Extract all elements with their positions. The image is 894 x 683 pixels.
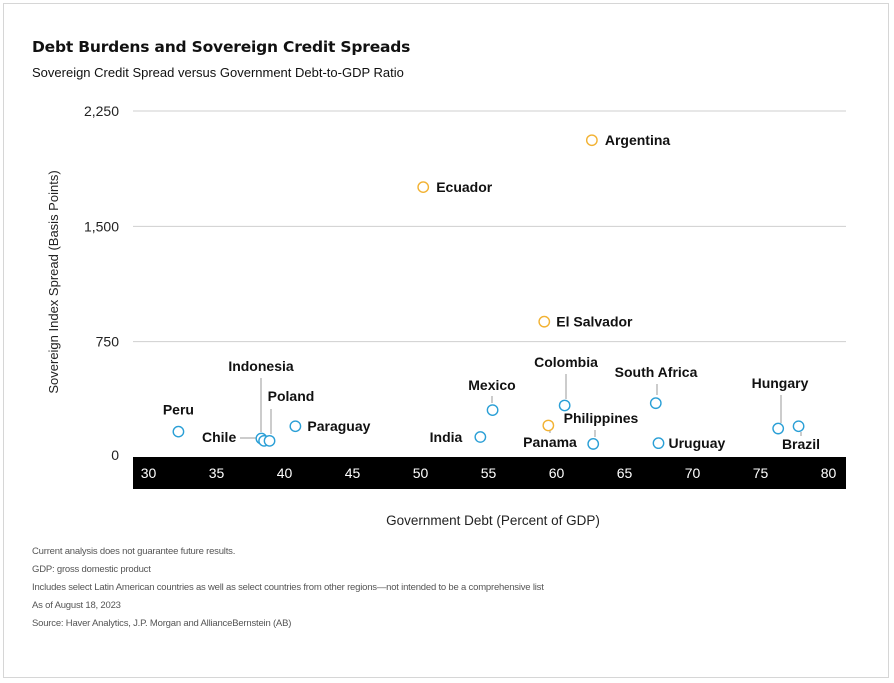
x-axis-band-bg (133, 457, 846, 489)
point-paraguay (289, 420, 302, 433)
x-tick-label: 40 (277, 465, 293, 481)
data-points (172, 134, 805, 450)
y-tick-label: 0 (111, 447, 119, 463)
label-chile: Chile (202, 429, 236, 445)
chart-frame (3, 3, 889, 678)
x-tick-label: 35 (209, 465, 225, 481)
point-poland (263, 434, 276, 447)
x-tick-label: 70 (685, 465, 701, 481)
label-paraguay: Paraguay (307, 418, 370, 434)
label-south-africa: South Africa (615, 364, 698, 380)
point-mexico (486, 404, 499, 416)
x-tick-label: 30 (141, 465, 157, 481)
footnote-source: Source: Haver Analytics, J.P. Morgan and… (32, 618, 292, 629)
y-tick-label: 1,500 (84, 218, 119, 234)
point-hungary (772, 422, 785, 435)
label-argentina: Argentina (605, 132, 671, 148)
x-tick-label: 45 (345, 465, 361, 481)
label-el-salvador: El Salvador (556, 314, 633, 330)
label-hungary: Hungary (752, 375, 809, 391)
chart-subtitle: Sovereign Credit Spread versus Governmen… (32, 65, 404, 80)
point-brazil (792, 420, 805, 433)
leader-lines (240, 374, 802, 439)
x-tick-label: 50 (413, 465, 429, 481)
point-argentina (585, 134, 598, 147)
footnote-scope: Includes select Latin American countries… (32, 582, 544, 593)
x-axis-band: 30 35 40 45 50 55 60 65 70 75 80 (133, 457, 846, 489)
label-peru: Peru (163, 402, 194, 418)
footnote-gdp: GDP: gross domestic product (32, 564, 151, 575)
x-axis-label: Government Debt (Percent of GDP) (386, 513, 600, 528)
label-philippines: Philippines (564, 410, 639, 426)
point-colombia (558, 399, 571, 412)
label-mexico: Mexico (468, 377, 515, 393)
y-tick-label: 2,250 (84, 103, 119, 119)
footnote-date: As of August 18, 2023 (32, 600, 121, 611)
footnotes: Current analysis does not guarantee futu… (32, 546, 544, 636)
label-brazil: Brazil (782, 436, 820, 452)
point-el-salvador (538, 315, 551, 328)
point-philippines (587, 438, 600, 450)
y-tick-labels: 0 750 1,500 2,250 (84, 103, 119, 463)
chart-title: Debt Burdens and Sovereign Credit Spread… (32, 38, 411, 56)
label-poland: Poland (268, 388, 315, 404)
label-ecuador: Ecuador (436, 179, 493, 195)
x-tick-label: 65 (617, 465, 633, 481)
point-panama (542, 419, 555, 432)
point-labels: Argentina Ecuador El Salvador Panama Peru Chi… (163, 132, 820, 452)
gridlines (133, 110, 846, 343)
point-uruguay (652, 437, 665, 450)
x-tick-label: 60 (549, 465, 565, 481)
y-tick-label: 750 (96, 334, 120, 350)
point-peru (172, 425, 185, 438)
x-tick-label: 75 (753, 465, 769, 481)
point-south-africa (649, 397, 662, 410)
point-ecuador (417, 181, 430, 194)
label-panama: Panama (523, 434, 577, 450)
x-tick-label: 80 (821, 465, 837, 481)
label-india: India (430, 429, 463, 445)
point-india (474, 431, 487, 443)
label-indonesia: Indonesia (228, 358, 294, 374)
x-tick-label: 55 (481, 465, 497, 481)
label-uruguay: Uruguay (669, 435, 726, 451)
label-colombia: Colombia (534, 354, 598, 370)
y-axis-label: Sovereign Index Spread (Basis Points) (46, 170, 61, 393)
footnote-disclaimer: Current analysis does not guarantee futu… (32, 546, 236, 557)
